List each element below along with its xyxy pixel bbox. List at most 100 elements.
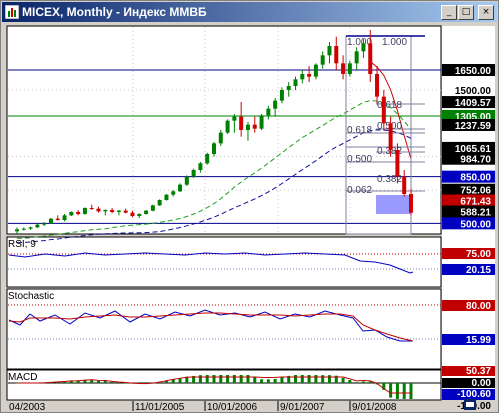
macd-bar (124, 382, 128, 384)
candle-body (55, 218, 60, 220)
candle-body (150, 205, 155, 211)
macd-bar (90, 380, 94, 383)
candle-body (239, 116, 244, 130)
macd-bar (266, 379, 270, 383)
candle-body (103, 210, 108, 212)
candle-body (35, 224, 40, 228)
macd-bar (409, 383, 413, 399)
candle-body (110, 210, 115, 212)
stochastic-d-line (8, 312, 414, 342)
fib-level-label: 0.618 (347, 125, 372, 136)
macd-bar (198, 375, 202, 383)
candle-body (300, 74, 305, 80)
price-axis-label: 1305.00 (455, 112, 492, 123)
close-button[interactable]: × (478, 5, 494, 20)
fibonacci-tool[interactable]: 1.000 1.000 0.618 0.500 0.382 0.500 0.61… (345, 35, 425, 235)
macd-bar (103, 380, 107, 383)
candle-body (259, 115, 264, 129)
price-axis-label: 1500.00 (455, 86, 492, 97)
candle-body (76, 212, 81, 214)
price-axis-label: 671.43 (460, 196, 491, 207)
candle-body (279, 90, 284, 101)
macd-bar (300, 375, 304, 383)
stochastic-title: Stochastic (8, 291, 54, 302)
rsi-upper-label: 75.00 (466, 249, 491, 260)
price-axis-label: 588.21 (460, 208, 491, 219)
candle-body (307, 74, 312, 77)
macd-bar (402, 383, 406, 399)
macd-bar (382, 383, 386, 390)
candle-body (198, 163, 203, 170)
macd-bar (348, 380, 352, 383)
macd-bar (63, 381, 67, 383)
date-axis: 04/2003 11/01/2005 10/01/2006 9/01/2007 … (9, 401, 397, 411)
macd-bar (246, 375, 250, 383)
window-title: MICEX, Monthly - Индекс ММВБ (22, 5, 207, 19)
fib-level-label: 0.382 (377, 174, 402, 185)
macd-bar (192, 375, 196, 383)
fib-level-label: 0.062 (347, 185, 372, 196)
candle-body (137, 214, 142, 216)
date-label: 9/01/2008 (352, 402, 397, 411)
chart-settings-icon[interactable] (464, 399, 476, 410)
macd-bar (355, 382, 359, 383)
candle-body (341, 63, 346, 74)
macd-panel[interactable] (6, 369, 442, 401)
macd-bar (361, 381, 365, 383)
candle-body (123, 210, 128, 213)
price-axis-label: 1409.57 (455, 98, 492, 109)
rsi-title: RSI, 9 (8, 239, 36, 250)
moving-average-line (16, 100, 412, 239)
macd-bar (395, 383, 399, 399)
candle-body (381, 96, 386, 124)
title-bar[interactable]: MICEX, Monthly - Индекс ММВБ _ □ × (2, 2, 497, 22)
stochastic-upper-label: 80.00 (466, 301, 491, 312)
rsi-line (8, 252, 414, 274)
macd-bar (97, 380, 101, 383)
macd-signal-line (17, 376, 411, 394)
maximize-button[interactable]: □ (458, 5, 474, 20)
price-label-box (442, 96, 495, 109)
minimize-button[interactable]: _ (441, 5, 457, 20)
chart-app-icon (5, 5, 19, 19)
candle-body (21, 228, 26, 230)
candle-body (191, 170, 196, 177)
macd-bar (294, 375, 298, 383)
fib-level-label: 0.618 (377, 100, 402, 111)
macd-bar (83, 379, 87, 383)
candle-body (273, 100, 278, 109)
price-axis-label: 984.70 (460, 155, 491, 166)
candle-body (327, 46, 332, 56)
candle-body (334, 46, 339, 64)
macd-bar (205, 375, 209, 383)
price-label-box (442, 170, 495, 183)
fib-level-label: 0.382 (377, 146, 402, 157)
price-label-box (442, 152, 495, 165)
fib-top-label: 1.000 (347, 37, 372, 48)
date-label: 11/01/2005 (135, 402, 185, 411)
candle-body (218, 132, 223, 144)
price-chart[interactable]: 1.000 1.000 0.618 0.500 0.382 0.500 0.61… (5, 25, 496, 411)
candle-body (42, 223, 47, 225)
macd-bar (280, 377, 284, 383)
macd-bar (307, 375, 311, 383)
price-axis-label: 1237.59 (455, 121, 492, 132)
macd-bar (117, 382, 121, 383)
candle-body (96, 208, 101, 212)
date-label: 9/01/2007 (280, 402, 325, 411)
price-axis-label: 1065.61 (455, 144, 492, 155)
candle-body (409, 194, 413, 213)
price-grid (8, 27, 441, 233)
price-label-box (442, 64, 495, 76)
macd-bar (260, 379, 264, 383)
stochastic-panel[interactable] (6, 288, 442, 370)
macd-upper-label: 50.37 (466, 366, 491, 377)
candle-body (48, 218, 53, 224)
macd-bar (164, 380, 168, 383)
macd-bar (185, 376, 189, 383)
candle-body (69, 212, 74, 216)
candle-body (232, 116, 237, 121)
candle-body (245, 124, 250, 130)
moving-average-line (16, 129, 412, 244)
